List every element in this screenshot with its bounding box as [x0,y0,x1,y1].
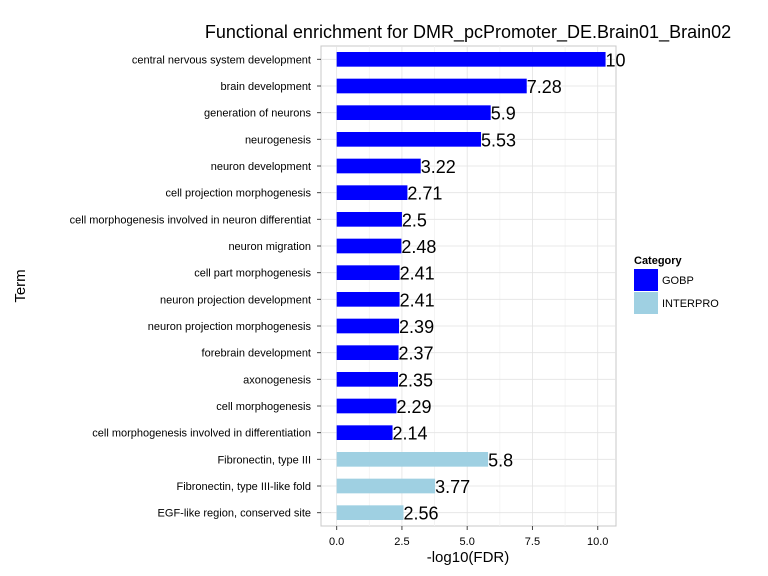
x-tick-label-2: 5.0 [460,536,475,548]
value-label-5: 2.71 [407,184,442,204]
value-label-1: 7.28 [527,77,562,97]
value-label-6: 2.5 [402,210,427,230]
value-label-0: 10 [606,50,626,70]
value-labels-group: 10 7.28 5.9 5.53 3.22 2.71 2.5 2.48 2.41 2.41 2.39… [393,50,626,523]
value-label-15: 5.8 [488,450,513,470]
bar-1 [336,78,527,94]
bar-0 [336,52,606,67]
bar-13 [336,398,397,414]
bar-5 [336,185,408,200]
y-tick-label-4: neuron development [211,161,311,173]
y-tick-label-0: central nervous system development [132,54,311,66]
x-tick-label-4: 10.0 [587,536,608,548]
value-label-17: 2.56 [403,504,438,524]
y-tick-label-10: neuron projection morphogenesis [148,321,312,333]
y-tick-label-14: cell morphogenesis involved in different… [92,428,311,440]
y-tick-label-2: generation of neurons [204,108,312,120]
y-tick-label-1: brain development [220,81,311,93]
x-tick-label-1: 2.5 [394,536,409,548]
bar-10 [336,318,400,334]
y-tick-label-13: cell morphogenesis [216,401,311,413]
legend-key-gobp [634,269,658,291]
y-tick-label-7: neuron migration [228,241,311,253]
value-label-16: 3.77 [435,477,470,497]
legend-key-interpro [634,292,658,314]
bar-17 [336,505,404,520]
value-label-8: 2.41 [400,264,435,284]
value-label-2: 5.9 [491,104,516,124]
value-label-14: 2.14 [393,424,428,444]
x-axis-label: -log10(FDR) [427,549,510,566]
chart-title: Functional enrichment for DMR_pcPromoter… [205,22,731,43]
bar-3 [336,132,482,147]
legend-label-gobp: GOBP [662,275,694,287]
legend-label-interpro: INTERPRO [662,298,719,310]
y-tick-label-5: cell projection morphogenesis [165,188,311,200]
value-label-9: 2.41 [400,290,435,310]
legend-items: GOBP INTERPRO [634,269,719,314]
legend-title: Category [634,255,683,267]
value-label-4: 3.22 [421,157,456,177]
y-tick-label-11: forebrain development [202,348,311,360]
legend: Category GOBP INTERPRO [634,255,719,314]
y-tick-label-3: neurogenesis [245,134,312,146]
y-tick-label-16: Fibronectin, type III-like fold [176,481,311,493]
x-tick-label-0: 0.0 [329,536,344,548]
bar-16 [336,478,436,494]
y-tick-label-6: cell morphogenesis involved in neuron di… [70,214,311,226]
value-label-10: 2.39 [399,317,434,337]
y-tick-label-9: neuron projection development [160,294,311,306]
plot-panel [320,45,617,527]
bar-11 [336,345,399,360]
bar-2 [336,105,491,120]
bar-7 [336,238,402,254]
value-label-13: 2.29 [396,397,431,417]
bar-12 [336,372,399,387]
y-tick-label-17: EGF-like region, conserved site [158,508,311,520]
bars-group [336,52,606,520]
y-tick-labels-group: central nervous system development brain … [70,54,321,520]
value-label-12: 2.35 [398,370,433,390]
y-axis-label: Term [12,269,29,302]
bar-4 [336,158,421,174]
x-tick-labels-group: 0.0 2.5 5.0 7.5 10.0 [329,526,608,548]
bar-14 [336,425,393,440]
x-tick-label-3: 7.5 [525,536,540,548]
y-tick-label-12: axonogenesis [243,374,311,386]
value-label-3: 5.53 [481,130,516,150]
bar-9 [336,292,400,307]
y-tick-label-8: cell part morphogenesis [194,268,311,280]
y-tick-label-15: Fibronectin, type III [217,454,311,466]
bar-15 [336,452,489,467]
bar-6 [336,212,402,227]
bar-8 [336,265,400,280]
value-label-11: 2.37 [399,344,434,364]
value-label-7: 2.48 [401,237,436,257]
